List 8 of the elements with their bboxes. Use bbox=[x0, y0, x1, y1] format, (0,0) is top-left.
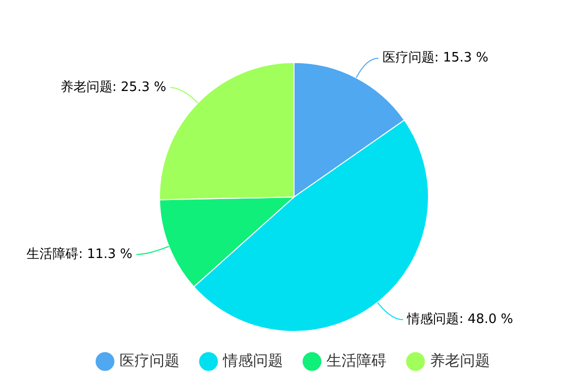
category-label: 情感问题: 48.0 % bbox=[407, 312, 514, 328]
legend-label: 养老问题 bbox=[430, 351, 490, 370]
legend-label: 生活障碍 bbox=[326, 351, 386, 370]
category-label: 生活障碍: 11.3 % bbox=[26, 246, 132, 262]
category-label: 医疗问题: 15.3 % bbox=[382, 50, 488, 66]
legend-label: 情感问题 bbox=[222, 351, 283, 370]
category-label: 养老问题: 25.3 % bbox=[60, 80, 166, 95]
legend-label: 医疗问题 bbox=[120, 351, 180, 370]
